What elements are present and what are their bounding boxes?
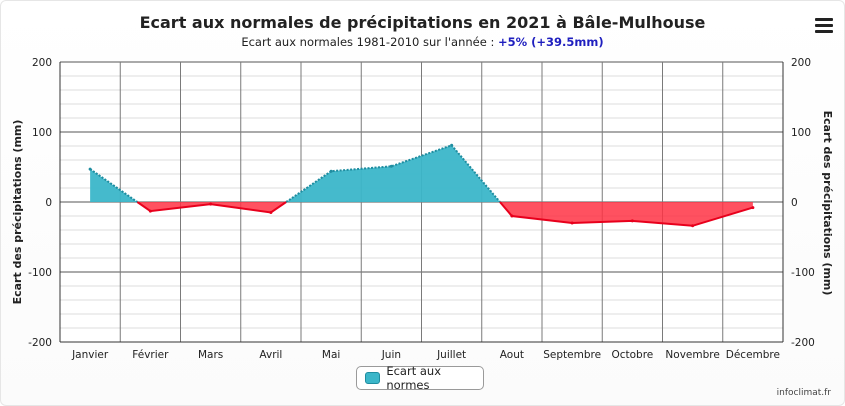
data-point xyxy=(630,219,634,223)
positive-series-line xyxy=(285,144,501,203)
y-axis-label-left: Ecart des précipitations (mm) xyxy=(11,120,24,305)
y-tick-label-right: 0 xyxy=(791,197,798,209)
negative-area-segment xyxy=(499,202,753,226)
y-tick-label-left: -200 xyxy=(28,337,52,349)
data-point xyxy=(329,169,333,173)
x-tick-label: Avril xyxy=(259,349,282,361)
x-tick-label: Juin xyxy=(381,349,401,361)
data-point xyxy=(691,224,695,228)
positive-area-segment xyxy=(286,145,500,202)
subtitle-highlight: +5% (+39.5mm) xyxy=(498,35,604,49)
data-point xyxy=(570,221,574,225)
credit-text: infoclimat.fr xyxy=(776,388,831,398)
chart-subtitle: Ecart aux normales 1981-2010 sur l'année… xyxy=(0,35,845,49)
negative-series-line xyxy=(499,201,754,227)
y-tick-label-right: 100 xyxy=(791,127,811,139)
subtitle-prefix: Ecart aux normales 1981-2010 sur l'année… xyxy=(241,35,498,49)
y-tick-label-left: -100 xyxy=(28,267,52,279)
x-tick-label: Octobre xyxy=(611,349,653,361)
x-tick-label: Mai xyxy=(322,349,340,361)
data-point xyxy=(209,202,213,206)
y-axis-label-right: Ecart des précipitations (mm) xyxy=(821,111,834,296)
negative-area-segment xyxy=(137,202,287,213)
area-layer xyxy=(88,143,755,228)
x-tick-label: Novembre xyxy=(665,349,719,361)
legend-item[interactable]: Ecart aux normes xyxy=(356,364,484,392)
x-tick-label: Juillet xyxy=(436,349,466,361)
x-tick-label: Janvier xyxy=(71,349,109,361)
data-point xyxy=(751,206,755,210)
y-tick-label-right: -200 xyxy=(791,337,815,349)
x-tick-label: Septembre xyxy=(543,349,601,361)
axis-layer: -200 -200 -100 -100 0 0 100 100 200 200 Janvier Fév… xyxy=(28,57,815,361)
y-tick-label-left: 100 xyxy=(32,127,52,139)
positive-series-line xyxy=(89,168,138,203)
data-point xyxy=(148,209,152,213)
y-tick-label-left: 200 xyxy=(32,57,52,69)
data-point xyxy=(389,164,393,168)
chart-title: Ecart aux normales de précipitations en … xyxy=(139,13,706,32)
y-tick-label-left: 0 xyxy=(45,197,52,209)
legend-swatch xyxy=(365,372,381,384)
legend-label: Ecart aux normes xyxy=(386,364,442,392)
x-tick-label: Mars xyxy=(198,349,223,361)
data-point xyxy=(269,211,273,214)
x-tick-label: Aout xyxy=(500,349,524,361)
y-tick-label-right: -100 xyxy=(791,267,815,279)
x-tick-label: Février xyxy=(132,349,169,361)
hamburger-menu-icon[interactable] xyxy=(815,18,833,34)
data-point xyxy=(450,143,454,147)
y-tick-label-right: 200 xyxy=(791,57,811,69)
data-point xyxy=(510,214,514,218)
x-tick-label: Décembre xyxy=(726,349,780,361)
data-point xyxy=(88,167,92,171)
